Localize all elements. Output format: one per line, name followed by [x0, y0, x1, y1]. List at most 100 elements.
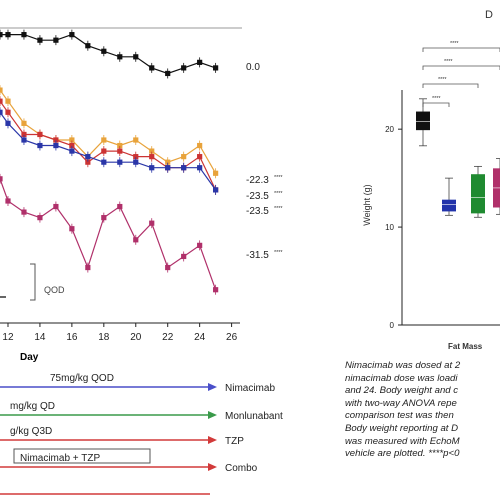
- data-point: [5, 120, 11, 126]
- drug-name: Combo: [225, 463, 258, 474]
- data-point: [0, 98, 3, 104]
- dosing-row: 75mg/kg QOD Nimacimab: [0, 373, 275, 394]
- x-tick-label: 18: [98, 332, 110, 343]
- sig-bracket: [422, 102, 450, 107]
- data-point: [117, 142, 123, 149]
- data-point: [53, 142, 59, 149]
- data-point: [213, 170, 219, 176]
- drug-name: Monlunabant: [225, 411, 283, 422]
- caption-line: with two-way ANOVA repe: [345, 397, 457, 409]
- significance-label: ****: [274, 191, 283, 197]
- data-point: [213, 65, 219, 71]
- box-x-label: Fat Mass: [448, 342, 483, 351]
- data-point: [117, 148, 123, 154]
- x-tick-label: 20: [130, 332, 142, 343]
- x-tick-label: 24: [194, 332, 206, 343]
- dosing-label: 75mg/kg QOD: [50, 373, 114, 384]
- caption-line: and 24. Body weight and c: [345, 385, 459, 397]
- dosing-row: g/kg Q3D TZP: [0, 426, 244, 447]
- box-1: [442, 177, 456, 216]
- data-point: [133, 237, 139, 243]
- data-point: [5, 198, 11, 204]
- data-point: [21, 32, 27, 38]
- data-point: [101, 159, 107, 165]
- x-axis-label: Day: [20, 352, 39, 363]
- x-tick-label: 12: [2, 332, 14, 343]
- data-point: [21, 137, 27, 143]
- data-point: [0, 32, 3, 38]
- data-point: [213, 187, 219, 193]
- data-point: [101, 148, 107, 154]
- data-point: [117, 203, 123, 210]
- data-point: [181, 154, 187, 160]
- data-point: [37, 215, 43, 221]
- data-point: [149, 154, 155, 160]
- x-tick-label: 22: [162, 332, 174, 343]
- series-end-label: -31.5: [246, 250, 269, 261]
- series-1: [0, 85, 219, 179]
- data-point: [53, 137, 59, 143]
- sig-stars: ****: [450, 41, 459, 47]
- combo-box: [13, 448, 151, 464]
- treatment-note: QOD: [44, 285, 65, 295]
- sig-bracket: [422, 83, 479, 88]
- caption-line: nimacimab dose was loadi: [345, 372, 458, 384]
- data-point: [197, 165, 203, 171]
- data-point: [69, 137, 75, 143]
- x-tick-label: 14: [34, 332, 46, 343]
- caption-line: Body weight reporting at D: [345, 422, 459, 434]
- box-body: [416, 111, 430, 131]
- data-point: [5, 98, 11, 104]
- data-point: [21, 120, 27, 126]
- x-axis-ticks: 12 14 16 18 20 22 24 26: [2, 323, 238, 343]
- data-point: [37, 142, 43, 149]
- data-point: [101, 137, 107, 143]
- arrow-head: [208, 436, 217, 444]
- x-tick-label: 16: [66, 332, 78, 343]
- series-0: [0, 29, 219, 79]
- data-point: [69, 32, 75, 38]
- series-end-label: -23.5: [246, 191, 269, 202]
- data-point: [101, 215, 107, 221]
- data-point: [69, 148, 75, 154]
- dosing-row: Nimacimab + TZP Combo: [0, 453, 258, 474]
- x-tick-label: 26: [226, 332, 238, 343]
- data-point: [85, 43, 91, 49]
- data-point: [85, 159, 91, 165]
- box-body: [442, 199, 456, 212]
- data-point: [101, 48, 107, 54]
- data-point: [21, 209, 27, 215]
- data-point: [0, 109, 3, 115]
- series-end-labels: 0.0 -22.3 **** -23.5 **** -23.5 **** -31.5 ****: [246, 62, 283, 261]
- data-point: [53, 203, 59, 210]
- data-point: [197, 59, 203, 65]
- significance-brackets: **** **** **** ****: [422, 41, 500, 107]
- body-weight-line-chart: 0.0-22.3 ****-23.5 ****-23.5 ****-31.5 **** …: [0, 27, 283, 363]
- data-point: [149, 220, 155, 226]
- dosing-label: mg/kg QD: [10, 401, 55, 412]
- y-tick-label: 0: [390, 321, 395, 330]
- series-layer: [0, 29, 219, 295]
- sig-stars: ****: [444, 59, 453, 65]
- data-point: [149, 65, 155, 71]
- box-layer: [416, 98, 500, 218]
- data-point: [133, 54, 139, 60]
- data-point: [133, 159, 139, 165]
- data-point: [213, 287, 219, 293]
- figure-caption: Nimacimab was dosed at 2 nimacimab dose w…: [345, 360, 500, 500]
- significance-label: ****: [274, 175, 283, 181]
- sig-bracket: [422, 47, 500, 52]
- data-point: [181, 253, 187, 260]
- data-point: [181, 165, 187, 171]
- data-point: [133, 154, 139, 160]
- data-point: [117, 54, 123, 60]
- box-body: [471, 174, 485, 214]
- caption-line: vehicle are plotted. ****p<0: [345, 448, 460, 460]
- series-end-label: -22.3: [246, 175, 269, 186]
- fat-mass-box-plot: D **** **** **** **** 0 10 20 Weight (g) Fat …: [362, 9, 500, 351]
- data-point: [37, 131, 43, 138]
- data-point: [165, 159, 171, 165]
- series-2: [0, 96, 219, 195]
- dosing-schedule: 75mg/kg QOD Nimacimab mg/kg QD Monlunabant g…: [0, 373, 283, 495]
- arrow-head: [208, 383, 217, 391]
